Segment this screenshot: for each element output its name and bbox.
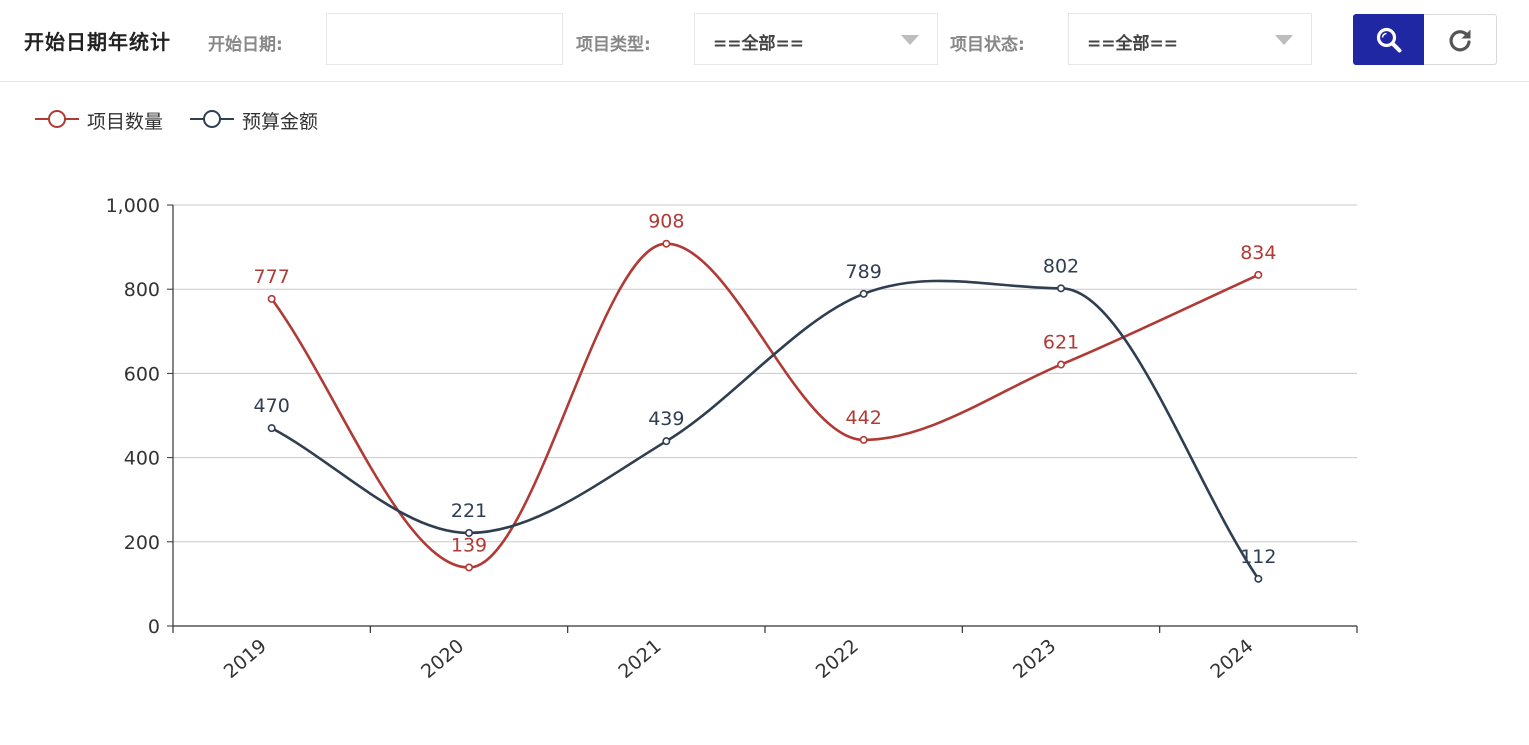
x-tick-label: 2020 [417, 635, 468, 683]
y-tick-label: 1,000 [106, 195, 160, 217]
project-status-label: 项目状态: [950, 35, 1025, 55]
data-point [1057, 284, 1066, 293]
chevron-down-icon [901, 35, 919, 45]
y-tick-label: 0 [148, 616, 160, 638]
legend-label-project-count: 项目数量 [87, 111, 164, 133]
search-icon [1376, 27, 1401, 52]
data-label: 789 [846, 261, 882, 283]
project-type-value: ==全部== [713, 34, 804, 54]
data-label: 621 [1043, 332, 1079, 354]
project-type-select[interactable]: ==全部== [694, 13, 938, 65]
x-tick-label: 2024 [1206, 635, 1257, 683]
x-tick-label: 2023 [1009, 635, 1060, 683]
data-point [464, 528, 473, 537]
data-point [1057, 360, 1066, 369]
project-status-value: ==全部== [1087, 34, 1178, 54]
x-tick-label: 2019 [220, 635, 271, 683]
page-title: 开始日期年统计 [24, 30, 171, 54]
y-tick-label: 400 [124, 448, 160, 470]
data-label: 470 [254, 395, 290, 417]
chevron-down-icon [1275, 35, 1293, 45]
data-label: 112 [1240, 546, 1276, 568]
data-point [1254, 270, 1263, 279]
data-label: 139 [451, 534, 487, 556]
series-line [271, 279, 1260, 580]
filter-toolbar: 开始日期年统计 开始日期: 项目类型: ==全部== 项目状态: ==全部== [0, 0, 1529, 82]
refresh-button[interactable] [1424, 14, 1497, 65]
data-label: 777 [254, 266, 290, 288]
x-tick-label: 2022 [812, 635, 863, 683]
data-point [267, 294, 276, 303]
refresh-icon [1449, 29, 1471, 51]
data-point [464, 563, 473, 572]
y-tick-label: 200 [124, 532, 160, 554]
data-label: 442 [846, 407, 882, 429]
data-point [267, 424, 276, 433]
project-type-label: 项目类型: [576, 35, 651, 55]
x-tick-label: 2021 [614, 635, 665, 683]
data-point [662, 239, 671, 248]
series-line [270, 242, 1259, 569]
legend-label-budget: 预算金额 [242, 111, 319, 133]
data-label: 834 [1240, 242, 1276, 264]
y-tick-label: 800 [124, 279, 160, 301]
data-label: 221 [451, 500, 487, 522]
project-status-select[interactable]: ==全部== [1068, 13, 1312, 65]
data-label: 908 [648, 211, 684, 233]
data-label: 439 [648, 408, 684, 430]
data-point [1254, 574, 1263, 583]
legend-line-marker-icon [35, 110, 79, 128]
data-point [859, 435, 868, 444]
data-point [662, 437, 671, 446]
legend-line-marker-icon [190, 110, 234, 128]
start-date-label: 开始日期: [208, 35, 283, 55]
y-tick-label: 600 [124, 363, 160, 385]
start-date-input[interactable] [326, 13, 563, 65]
data-point [859, 289, 868, 298]
search-button[interactable] [1353, 14, 1424, 65]
data-label: 802 [1043, 255, 1079, 277]
